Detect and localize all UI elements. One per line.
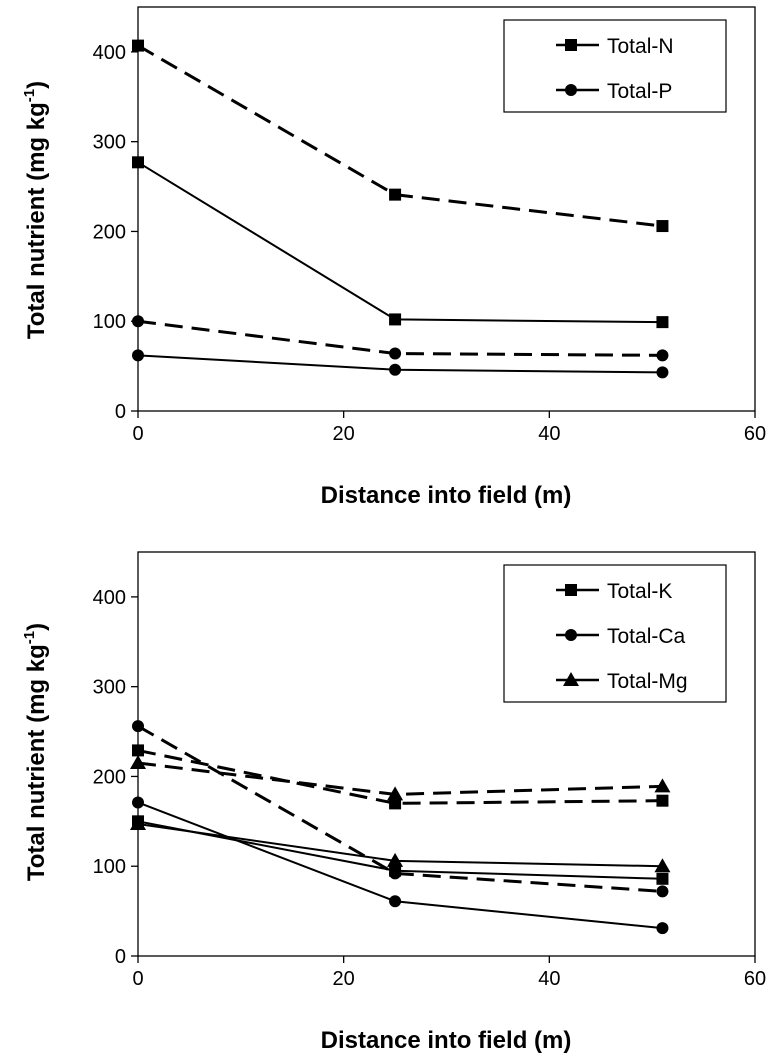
data-point <box>130 754 146 769</box>
data-point <box>656 220 669 233</box>
series-line <box>137 319 663 357</box>
series-total-mg-dashed <box>130 754 671 801</box>
legend-label: Total-Ca <box>607 625 686 648</box>
legend: Total-N Total-P <box>556 35 674 103</box>
data-point <box>387 786 404 801</box>
x-tick-label: 40 <box>538 423 560 445</box>
legend-item-total-k: Total-K <box>556 580 672 603</box>
nitrogen-phosphorus-panel: 0 100 200 300 400 0 20 40 60 Total-N Total-P Dist… <box>21 6 767 509</box>
y-tick-label: 300 <box>93 132 126 154</box>
data-point <box>654 778 671 793</box>
x-tick-label: 60 <box>744 968 766 990</box>
legend-item-total-ca: Total-Ca <box>556 625 686 648</box>
y-tick-label: 100 <box>93 856 126 878</box>
legend-marker-swatch <box>563 672 579 686</box>
data-point <box>132 744 144 757</box>
data-point <box>389 895 402 908</box>
y-axis-title-main: Total nutrient (mg kg <box>23 644 50 881</box>
legend-box <box>503 564 727 703</box>
data-point <box>656 316 669 329</box>
plot-frame <box>137 6 756 412</box>
data-point <box>132 349 144 362</box>
x-tick-label: 20 <box>333 968 355 990</box>
series-total-k-dashed <box>132 744 669 810</box>
y-axis-title-end: ) <box>23 623 50 631</box>
data-point <box>389 347 402 360</box>
x-tick-label: 20 <box>333 423 355 445</box>
y-axis-title: Total nutrient (mg kg-1) <box>21 81 50 339</box>
data-point <box>132 315 144 328</box>
y-axis-title-main: Total nutrient (mg kg <box>23 102 50 339</box>
data-point <box>656 349 669 362</box>
series-line <box>137 761 663 796</box>
y-tick-label: 400 <box>93 587 126 609</box>
data-point <box>656 872 669 885</box>
x-tick-label: 0 <box>132 968 143 990</box>
series-line <box>137 823 663 868</box>
data-point <box>389 313 402 326</box>
legend-item-total-mg: Total-Mg <box>556 670 688 693</box>
series-group <box>132 39 669 379</box>
data-point <box>132 39 144 52</box>
y-axis-title-end: ) <box>23 81 50 89</box>
axis-ticks: 0 100 200 300 400 0 20 40 60 <box>93 42 767 445</box>
legend-box <box>503 19 727 113</box>
legend-marker-swatch <box>565 584 577 596</box>
data-point <box>656 366 669 379</box>
data-point <box>389 188 402 201</box>
series-total-n-solid <box>132 156 669 329</box>
x-axis-title: Distance into field (m) <box>321 1027 572 1054</box>
data-point <box>132 156 144 169</box>
x-tick-label: 40 <box>538 968 560 990</box>
series-total-p-dashed <box>132 315 669 362</box>
data-point <box>130 816 146 831</box>
legend-marker-swatch <box>565 629 577 641</box>
legend-label: Total-Mg <box>607 670 688 693</box>
series-line <box>137 724 663 893</box>
series-line <box>137 161 663 324</box>
series-total-mg-solid <box>130 816 671 873</box>
y-axis-title-sup: -1 <box>21 631 38 644</box>
y-axis-title-sup: -1 <box>21 89 38 102</box>
data-point <box>656 885 669 898</box>
data-point <box>132 720 144 733</box>
legend-marker-swatch <box>565 39 577 51</box>
y-tick-label: 300 <box>93 677 126 699</box>
data-point <box>387 852 404 867</box>
series-group <box>130 720 671 935</box>
y-tick-label: 200 <box>93 766 126 788</box>
series-total-n-dashed <box>132 39 669 233</box>
data-point <box>654 858 671 873</box>
x-tick-label: 60 <box>744 423 766 445</box>
legend-item-total-n: Total-N <box>556 35 674 58</box>
y-tick-label: 0 <box>115 946 126 968</box>
x-axis-title: Distance into field (m) <box>321 482 572 509</box>
data-point <box>656 794 669 807</box>
legend-label: Total-K <box>607 580 672 603</box>
data-point <box>656 922 669 935</box>
axis-ticks: 0 100 200 300 400 0 20 40 60 <box>93 587 767 990</box>
data-point <box>132 796 144 809</box>
series-line <box>137 748 663 805</box>
y-tick-label: 100 <box>93 311 126 333</box>
series-total-p-solid <box>132 349 669 379</box>
data-point <box>389 363 402 376</box>
x-tick-label: 0 <box>132 423 143 445</box>
legend: Total-K Total-Ca Total-Mg <box>556 580 688 693</box>
legend-item-total-p: Total-P <box>556 80 672 103</box>
y-tick-label: 0 <box>115 401 126 423</box>
series-total-ca-dashed <box>132 720 669 898</box>
y-tick-label: 200 <box>93 221 126 243</box>
legend-label: Total-N <box>607 35 674 58</box>
y-axis-title: Total nutrient (mg kg-1) <box>21 623 50 881</box>
legend-label: Total-P <box>607 80 672 103</box>
legend-marker-swatch <box>565 84 577 96</box>
y-tick-label: 400 <box>93 42 126 64</box>
data-point <box>389 867 402 880</box>
